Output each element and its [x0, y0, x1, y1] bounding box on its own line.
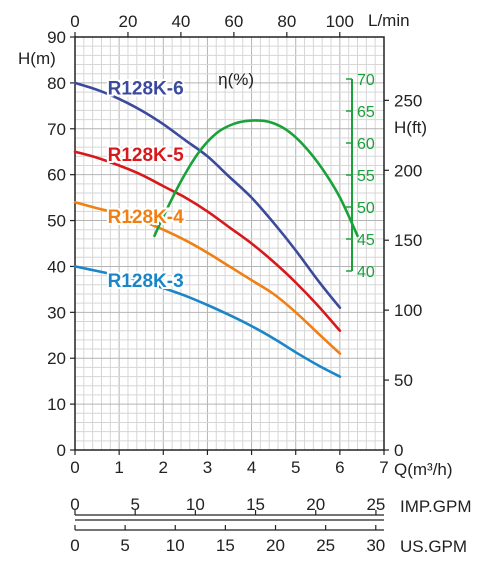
us-gpm-tick-label: 10 — [166, 536, 185, 555]
chart-curves — [73, 81, 359, 378]
imp-gpm-tick-label: 15 — [246, 495, 265, 514]
left-tick-label: 50 — [47, 212, 66, 231]
top-tick-label: 100 — [326, 12, 354, 31]
series-label-series-4: η(%) — [218, 70, 254, 89]
bottom-tick-label: 3 — [203, 458, 212, 477]
right-tick-label: 250 — [394, 91, 422, 110]
curve-r128k-6 — [73, 81, 342, 309]
us-gpm-tick-label: 20 — [266, 536, 285, 555]
curve-r128k-3 — [73, 265, 342, 378]
left-axis-unit: H(m) — [18, 49, 56, 68]
top-tick-label: 0 — [70, 12, 79, 31]
top-tick-label: 60 — [224, 12, 243, 31]
efficiency-tick-label: 70 — [357, 72, 375, 89]
left-tick-label: 80 — [47, 74, 66, 93]
bottom-tick-label: 5 — [291, 458, 300, 477]
imp-gpm-unit: IMP.GPM — [400, 497, 471, 516]
bottom-tick-label: 1 — [114, 458, 123, 477]
right-tick-label: 150 — [394, 231, 422, 250]
top-tick-label: 80 — [277, 12, 296, 31]
left-tick-label: 20 — [47, 349, 66, 368]
bottom-tick-label: 4 — [247, 458, 256, 477]
us-gpm-tick-label: 15 — [216, 536, 235, 555]
curve-r128k-4 — [73, 200, 342, 355]
left-tick-label: 60 — [47, 166, 66, 185]
imp-gpm-tick-label: 5 — [130, 495, 139, 514]
bottom-tick-label: 2 — [159, 458, 168, 477]
us-gpm-tick-label: 25 — [316, 536, 335, 555]
right-tick-label: 0 — [394, 441, 403, 460]
imp-gpm-tick-label: 25 — [366, 495, 385, 514]
us-gpm-tick-label: 0 — [70, 536, 79, 555]
left-tick-label: 70 — [47, 120, 66, 139]
bottom-tick-label: 7 — [379, 458, 388, 477]
top-tick-label: 20 — [118, 12, 137, 31]
curve-series-4 — [153, 119, 359, 238]
bottom-axis-unit: Q(m³/h) — [394, 460, 453, 479]
left-tick-label: 90 — [47, 28, 66, 47]
series-label-r128k-5: R128K-5 — [108, 145, 184, 166]
efficiency-tick-label: 50 — [357, 200, 375, 217]
right-tick-label: 100 — [394, 301, 422, 320]
efficiency-tick-label: 60 — [357, 136, 375, 153]
imp-gpm-tick-label: 0 — [70, 495, 79, 514]
efficiency-tick-label: 55 — [357, 168, 375, 185]
us-gpm-tick-label: 30 — [366, 536, 385, 555]
plot-frame — [74, 36, 385, 451]
us-gpm-tick-label: 5 — [120, 536, 129, 555]
us-gpm-unit: US.GPM — [400, 537, 467, 556]
chart-axis-units: L/min H(m) H(ft) Q(m³/h) IMP.GPM US.GPM — [18, 11, 471, 556]
chart-grid — [74, 36, 385, 451]
top-tick-label: 40 — [171, 12, 190, 31]
left-tick-label: 0 — [57, 441, 66, 460]
series-label-r128k-3: R128K-3 — [108, 271, 184, 292]
series-label-r128k-4: R128K-4 — [108, 207, 184, 228]
efficiency-tick-label: 40 — [357, 264, 375, 281]
bottom-tick-label: 0 — [70, 458, 79, 477]
left-tick-label: 30 — [47, 303, 66, 322]
curve-r128k-5 — [73, 150, 342, 332]
bottom-tick-label: 6 — [335, 458, 344, 477]
efficiency-tick-label: 65 — [357, 104, 375, 121]
series-label-r128k-6: R128K-6 — [108, 78, 184, 99]
imp-gpm-tick-label: 10 — [186, 495, 205, 514]
efficiency-axis: 40 45 50 55 60 65 70 — [346, 72, 375, 281]
top-axis-unit: L/min — [368, 11, 410, 30]
right-axis-unit: H(ft) — [394, 118, 427, 137]
left-tick-label: 10 — [47, 395, 66, 414]
right-tick-label: 200 — [394, 161, 422, 180]
right-tick-label: 50 — [394, 371, 413, 390]
imp-gpm-tick-label: 20 — [306, 495, 325, 514]
left-tick-label: 40 — [47, 257, 66, 276]
chart-series-labels: R128K-6 R128K-5 R128K-4 R128K-3 η(%) — [106, 70, 254, 294]
chart-axes — [70, 32, 389, 531]
efficiency-tick-label: 45 — [357, 232, 375, 249]
